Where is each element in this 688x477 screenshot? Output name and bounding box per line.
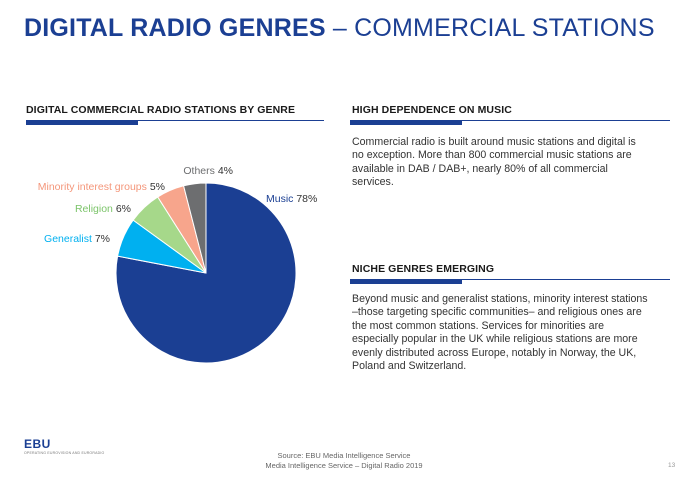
niche-paragraph: Beyond music and generalist stations, mi… <box>352 293 648 373</box>
page-number: 13 <box>668 462 676 469</box>
niche-heading: NICHE GENRES EMERGING <box>352 263 495 275</box>
music-heading-rule <box>350 120 670 121</box>
music-heading-accent <box>350 120 462 125</box>
pie-label-music: Music 78% <box>266 193 317 205</box>
niche-heading-accent <box>350 279 462 284</box>
music-heading: HIGH DEPENDENCE ON MUSIC <box>352 104 512 116</box>
niche-heading-rule <box>350 279 670 280</box>
chart-heading: DIGITAL COMMERCIAL RADIO STATIONS BY GEN… <box>26 104 296 116</box>
footer-service: Media Intelligence Service – Digital Rad… <box>265 461 423 470</box>
pie-label-religion: Religion 6% <box>75 203 131 215</box>
pie-label-generalist: Generalist 7% <box>44 233 110 245</box>
music-paragraph: Commercial radio is built around music s… <box>352 136 636 189</box>
chart-heading-accent <box>26 120 138 125</box>
footer-source: Source: EBU Media Intelligence Service <box>277 451 411 460</box>
ebu-logo: EBU <box>24 437 51 451</box>
pie-label-others: Others 4% <box>183 165 233 177</box>
page-title: DIGITAL RADIO GENRES – COMMERCIAL STATIO… <box>24 14 655 43</box>
genre-pie-chart: Music 78% Generalist 7% Religion 6% Minorit… <box>38 165 317 364</box>
pie-slice-others <box>183 182 207 274</box>
page-title-bold: DIGITAL RADIO GENRES <box>24 14 326 42</box>
chart-heading-rule <box>26 120 324 121</box>
page-title-light: – COMMERCIAL STATIONS <box>325 14 655 42</box>
ebu-logo-tagline: OPERATING EUROVISION AND EURORADIO <box>24 451 105 455</box>
pie-label-minority-interest-groups: Minority interest groups 5% <box>38 181 165 193</box>
